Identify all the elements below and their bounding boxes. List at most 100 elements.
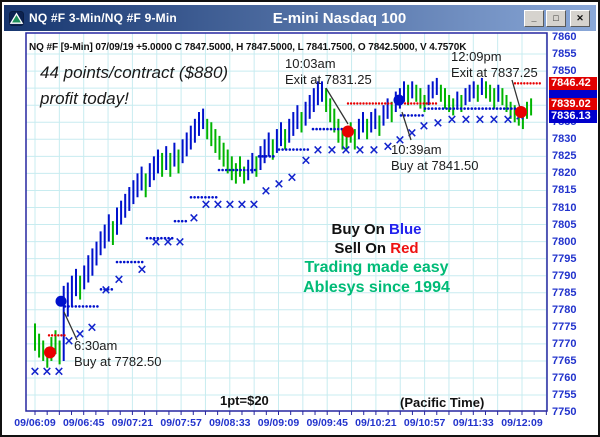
sell-stop-trail-dot: [513, 82, 517, 85]
x-signal-mark: ×: [237, 198, 248, 213]
x-signal-mark: ×: [201, 198, 212, 213]
sell-signal-dot: [342, 125, 354, 138]
title-bar[interactable]: NQ #F 3-Min/NQ #F 9-Min E-mini Nasdaq 10…: [4, 5, 596, 31]
annotation-time: 10:03am: [285, 56, 336, 71]
buy-stop-trail-dot: [250, 168, 253, 172]
buy-stop-trail-dot: [427, 107, 430, 110]
buy-stop-trail-dot: [272, 155, 275, 158]
x-signal-mark: ×: [225, 198, 236, 213]
buy-stop-trail-dot: [315, 127, 318, 131]
x-signal-mark: ×: [75, 327, 86, 342]
x-signal-mark: ×: [383, 140, 394, 155]
buy-stop-trail-dot: [261, 155, 264, 158]
x-signal-mark: ×: [327, 143, 338, 158]
buy-stop-trail-dot: [488, 107, 492, 110]
x-axis-label: 09/10:57: [403, 417, 446, 429]
buy-stop-trail-dot: [492, 107, 495, 110]
buy-stop-trail-dot: [495, 107, 499, 110]
buy-stop-trail-dot: [170, 236, 174, 240]
annotation-label: Buy at 7841.50: [391, 157, 479, 173]
buy-stop-trail-dot: [96, 305, 99, 308]
annotation-time: 12:09pm: [451, 49, 502, 64]
buy-stop-trail-dot: [277, 148, 281, 151]
sell-stop-trail-dot: [54, 334, 57, 337]
buy-stop-trail-dot: [410, 114, 414, 117]
price-bars: [34, 77, 533, 368]
buy-stop-trail-dot: [406, 114, 410, 117]
buy-stop-trail-dot: [224, 168, 228, 172]
buy-stop-trail-dot: [281, 148, 284, 151]
sell-stop-trail-dot: [362, 102, 365, 105]
x-axis-label: 09/09:45: [306, 417, 348, 429]
y-axis-label: 7770: [552, 337, 577, 350]
buy-stop-trail-dot: [196, 195, 200, 199]
buy-stop-trail-dot: [510, 107, 513, 110]
buy-stop-trail-dot: [70, 305, 74, 308]
buy-stop-trail-dot: [329, 127, 333, 131]
sell-stop-trail-dot: [406, 102, 410, 105]
buy-stop-trail-dot: [177, 219, 180, 223]
y-axis-label: 7800: [552, 235, 577, 248]
buy-stop-trail-dot: [115, 260, 119, 264]
buy-stop-trail-dot: [322, 127, 326, 131]
minimize-button[interactable]: _: [524, 10, 544, 27]
buy-stop-trail-dot: [445, 107, 448, 110]
maximize-button[interactable]: □: [546, 10, 566, 27]
annotation-label: Exit at 7837.25: [451, 64, 538, 80]
sell-stop-trail-dot: [390, 102, 393, 105]
buy-stop-trail-dot: [246, 168, 250, 172]
x-signal-mark: ×: [151, 235, 162, 250]
buy-stop-trail-dot: [163, 236, 167, 240]
x-signal-mark: ×: [419, 119, 430, 134]
x-signal-mark: ×: [189, 211, 200, 226]
buy-stop-trail-dot: [257, 155, 261, 158]
y-axis-label: 7790: [552, 269, 577, 282]
buy-stop-trail-dot: [180, 219, 184, 223]
buy-stop-trail-dot: [184, 219, 188, 223]
sell-stop-trail-dot: [529, 82, 532, 85]
x-signal-mark: ×: [287, 170, 298, 185]
y-axis-label: 7815: [552, 184, 577, 197]
sell-stop-trail-dot: [428, 102, 431, 105]
sell-stop-trail-dot: [377, 102, 381, 105]
buy-stop-trail-dot: [235, 168, 239, 172]
sell-stop-trail-dot: [349, 102, 353, 105]
annotation-exit-10-03: 10:03am Exit at 7831.25: [285, 56, 372, 87]
buy-stop-trail-dot: [253, 168, 257, 172]
buy-stop-trail-dot: [149, 236, 152, 240]
y-axis-label: 7760: [552, 372, 577, 384]
buy-stop-trail-dot: [214, 195, 218, 199]
buy-stop-trail-dot: [481, 107, 484, 110]
buy-stop-trail-dot: [133, 260, 137, 264]
y-axis-label: 7825: [552, 150, 577, 163]
x-signal-mark: ×: [30, 365, 41, 380]
buy-stop-trail-dot: [326, 127, 329, 131]
x-axis-label: 09/08:33: [209, 417, 251, 429]
buy-signal-dot: [55, 295, 67, 307]
buy-stop-trail-dot: [306, 148, 310, 151]
sell-stop-trail-dot: [387, 102, 390, 105]
buy-stop-trail-dot: [221, 168, 224, 172]
x-signal-mark: ×: [274, 177, 285, 192]
sell-stop-trail-dot: [63, 334, 66, 337]
legend-text: Sell On: [334, 240, 391, 257]
sell-stop-trail-dot: [520, 82, 523, 85]
buy-stop-trail-dot: [417, 114, 421, 117]
buy-stop-trail-dot: [99, 288, 103, 291]
price-badge: 7836.13: [549, 110, 597, 123]
x-signal-mark: ×: [461, 112, 472, 127]
y-axis-label: 7780: [552, 303, 577, 316]
buy-stop-trail-dot: [268, 155, 272, 158]
buy-stop-trail-dot: [513, 107, 517, 110]
buy-stop-trail-dot: [67, 305, 70, 308]
sell-stop-trail-dot: [60, 334, 63, 337]
buy-stop-trail-dot: [130, 260, 133, 264]
sell-stop-trail-dot: [535, 82, 538, 85]
close-button[interactable]: ✕: [570, 10, 590, 27]
buy-stop-trail-dot: [140, 260, 144, 264]
buy-stop-trail-dot: [302, 148, 306, 151]
annotation-arrows: [63, 79, 521, 341]
x-signal-mark: ×: [369, 143, 380, 158]
x-signal-mark: ×: [87, 320, 98, 335]
y-axis-label: 7810: [552, 201, 577, 214]
